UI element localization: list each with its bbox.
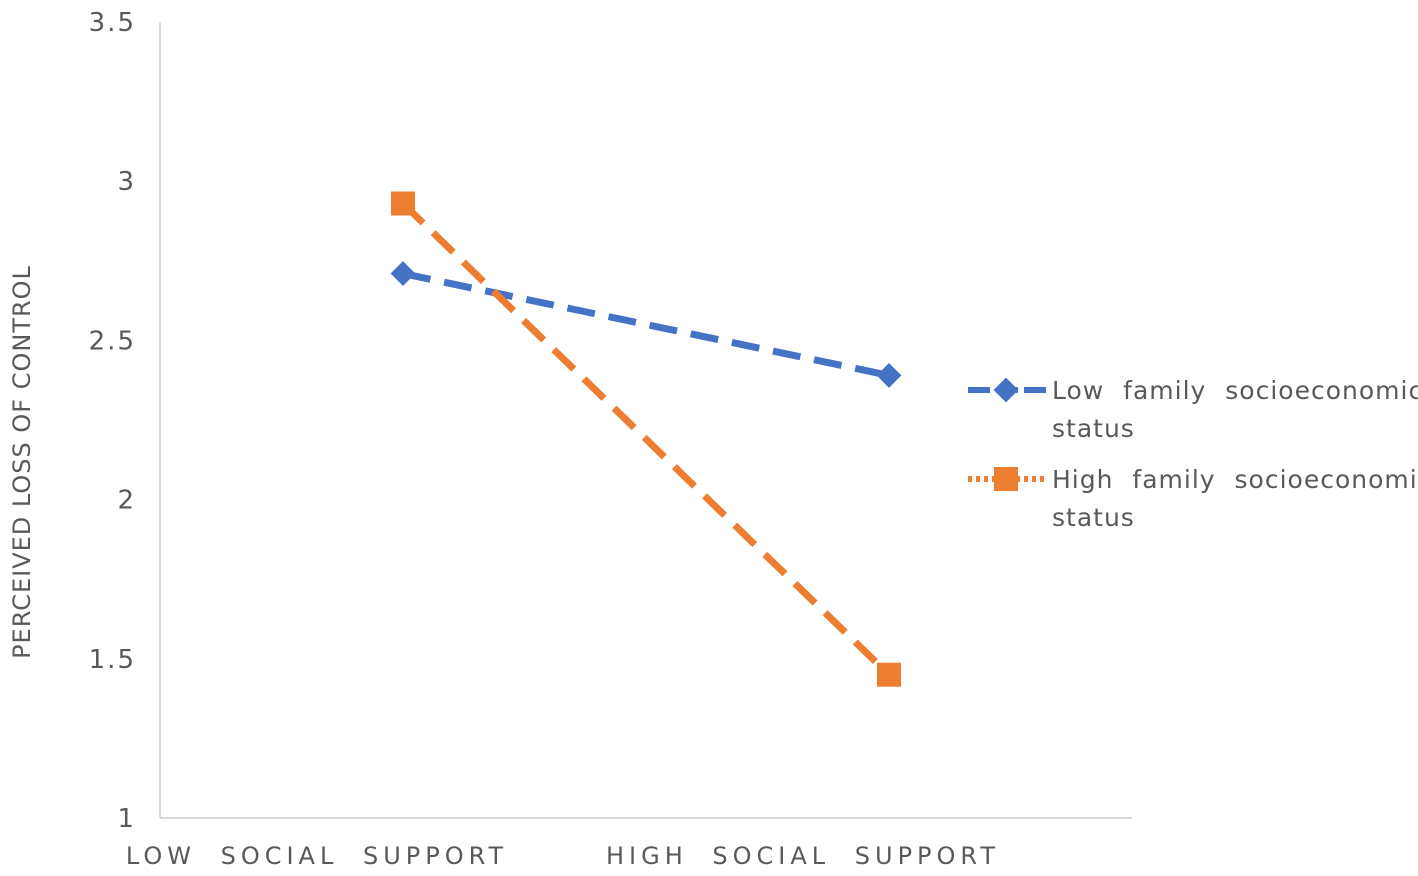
axes: 1 1.5 2 2.5 3 3.5 LOW SOCIAL SUPPORT HIGH SOCIA… xyxy=(8,8,1132,870)
data-point-1-1 xyxy=(877,662,901,687)
legend-label: High family socioeconomic xyxy=(1052,465,1418,494)
data-point-1-0 xyxy=(391,191,415,216)
legend-label: status xyxy=(1052,414,1135,443)
y-tick-label: 2 xyxy=(117,486,136,516)
data-point-0-0 xyxy=(390,261,416,286)
series-line-0 xyxy=(402,270,890,379)
legend-marker-0 xyxy=(993,377,1019,403)
data-point-0-1 xyxy=(876,363,902,388)
y-tick-label: 3 xyxy=(117,167,136,197)
legend: Low family socioeconomic status High famil… xyxy=(968,376,1418,532)
series-layer xyxy=(390,191,902,687)
y-axis-title: PERCEIVED LOSS OF CONTROL xyxy=(8,265,36,659)
x-tick-label: HIGH SOCIAL SUPPORT xyxy=(606,842,1000,870)
y-tick-label: 2.5 xyxy=(89,326,136,356)
y-tick-label: 3.5 xyxy=(89,8,136,38)
y-tick-label: 1.5 xyxy=(89,645,136,675)
legend-label: status xyxy=(1052,503,1135,532)
x-tick-label: LOW SOCIAL SUPPORT xyxy=(126,842,508,870)
legend-label: Low family socioeconomic xyxy=(1052,376,1418,405)
y-tick-label: 1 xyxy=(117,804,136,834)
series-line-1 xyxy=(400,200,892,678)
legend-marker-1 xyxy=(994,467,1018,491)
